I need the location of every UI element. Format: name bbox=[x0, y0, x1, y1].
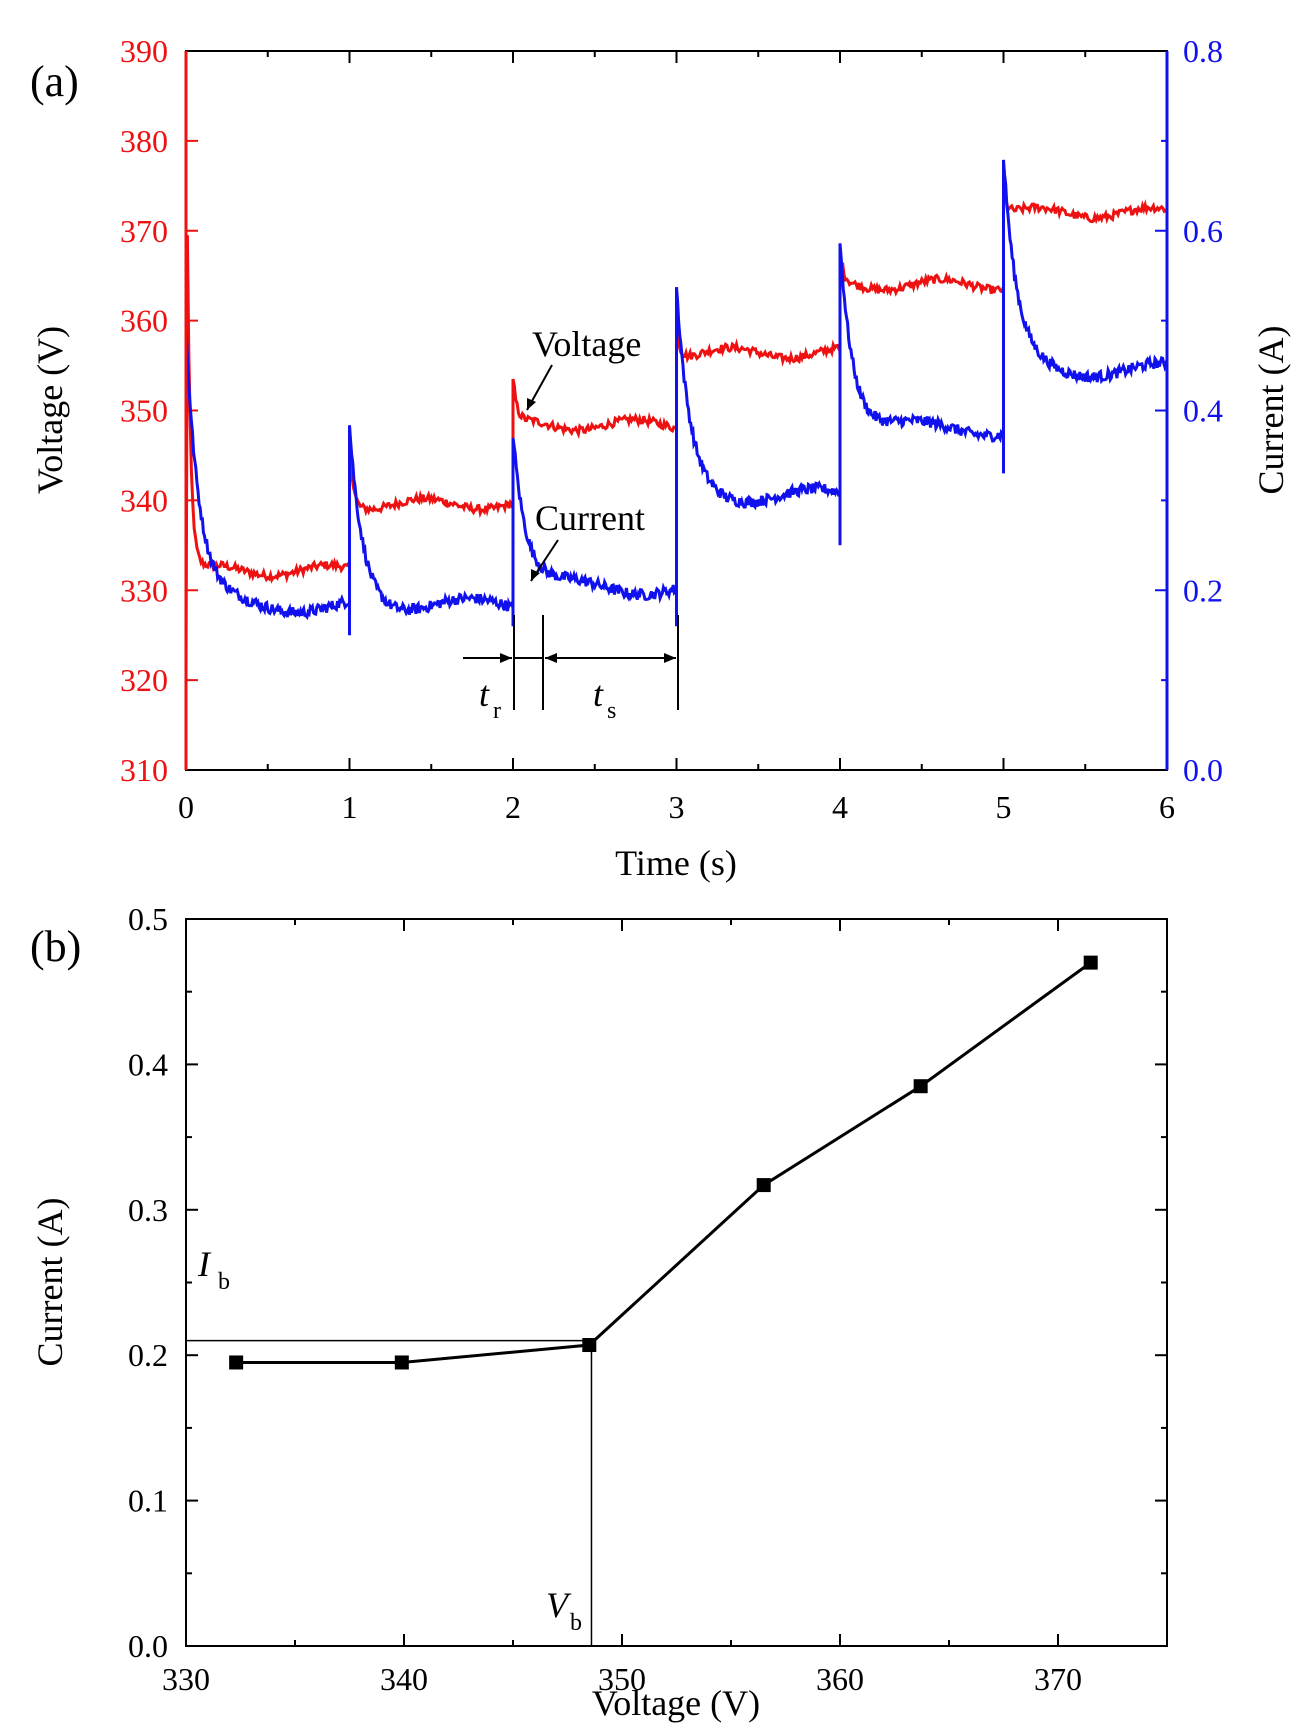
iv-data-point bbox=[582, 1338, 597, 1353]
iv-series-line bbox=[236, 961, 1092, 1364]
tr-arrowhead bbox=[500, 653, 512, 663]
iv-data-point bbox=[229, 1355, 244, 1370]
vb-label: V bbox=[546, 1585, 572, 1625]
ts-label: t bbox=[593, 674, 604, 714]
x-tick-label: 350 bbox=[598, 1661, 646, 1697]
y-tick-label: 0.3 bbox=[128, 1192, 168, 1228]
iv-data-point bbox=[913, 1079, 928, 1094]
x-tick-label: 5 bbox=[996, 789, 1012, 825]
panel-b-iv-chart: (b) 330 340 350 360 370 0.0 0.1 0.2 0.3 0.4 0.5 Cu… bbox=[30, 901, 1168, 1723]
time-axis-label: Time (s) bbox=[615, 843, 737, 883]
x-tick-label: 2 bbox=[505, 789, 521, 825]
voltage-annotation-arrowhead bbox=[527, 398, 536, 410]
y-tick-label: 0.1 bbox=[128, 1483, 168, 1519]
panel-b-ticks: 330 340 350 360 370 0.0 0.1 0.2 0.3 0.4 0.5 bbox=[128, 901, 1167, 1697]
y-tick-label: 0.0 bbox=[128, 1628, 168, 1664]
y-tick-label: 0.4 bbox=[128, 1046, 168, 1082]
panel-a-ticks: 0 1 2 3 4 5 6 310 320 330 340 350 360 370 380 390 0.0 0.2… bbox=[120, 33, 1223, 825]
current-annotation-arrowhead bbox=[531, 569, 540, 581]
x-tick-label: 4 bbox=[832, 789, 848, 825]
current-axis-label: Current (A) bbox=[1251, 326, 1291, 495]
x-tick-label: 6 bbox=[1159, 789, 1175, 825]
voltage-tick-label: 350 bbox=[120, 393, 168, 429]
x-tick-label: 360 bbox=[816, 1661, 864, 1697]
tr-subscript: r bbox=[493, 698, 501, 724]
panel-b-plot-frame bbox=[185, 918, 1168, 1647]
voltage-tick-label: 370 bbox=[120, 213, 168, 249]
panel-b-y-axis-label: Current (A) bbox=[30, 1198, 70, 1367]
panel-a-label: (a) bbox=[30, 57, 79, 106]
ib-subscript: b bbox=[218, 1269, 230, 1295]
voltage-tick-label: 360 bbox=[120, 303, 168, 339]
panel-b-label: (b) bbox=[30, 922, 81, 971]
x-tick-label: 0 bbox=[178, 789, 194, 825]
panel-b-x-axis-label: Voltage (V) bbox=[592, 1683, 760, 1723]
vb-subscript: b bbox=[570, 1610, 582, 1636]
panel-b-series bbox=[229, 955, 1098, 1370]
voltage-tick-label: 330 bbox=[120, 572, 168, 608]
voltage-tick-label: 340 bbox=[120, 482, 168, 518]
x-tick-label: 330 bbox=[162, 1661, 210, 1697]
y-tick-label: 0.5 bbox=[128, 901, 168, 937]
ib-label: I bbox=[197, 1244, 212, 1284]
current-tick-label: 0.0 bbox=[1183, 752, 1223, 788]
x-tick-label: 1 bbox=[342, 789, 358, 825]
ts-subscript: s bbox=[607, 698, 616, 724]
current-tick-label: 0.4 bbox=[1183, 393, 1223, 429]
iv-data-point bbox=[756, 1178, 771, 1193]
tr-label: t bbox=[479, 674, 490, 714]
voltage-tick-label: 310 bbox=[120, 752, 168, 788]
current-tick-label: 0.2 bbox=[1183, 572, 1223, 608]
voltage-axis-label: Voltage (V) bbox=[30, 326, 70, 494]
iv-data-point bbox=[394, 1355, 409, 1370]
voltage-tick-label: 380 bbox=[120, 123, 168, 159]
voltage-tick-label: 320 bbox=[120, 662, 168, 698]
iv-data-point bbox=[1083, 955, 1098, 970]
x-tick-label: 3 bbox=[669, 789, 685, 825]
voltage-tick-label: 390 bbox=[120, 33, 168, 69]
current-tick-label: 0.6 bbox=[1183, 213, 1223, 249]
panel-a-series bbox=[184, 159, 1169, 681]
voltage-annotation: Voltage bbox=[532, 324, 641, 364]
ts-arrowhead-left bbox=[545, 653, 557, 663]
current-tick-label: 0.8 bbox=[1183, 33, 1223, 69]
x-tick-label: 340 bbox=[380, 1661, 428, 1697]
ts-arrowhead-right bbox=[664, 653, 676, 663]
x-tick-label: 370 bbox=[1034, 1661, 1082, 1697]
current-series-line bbox=[184, 159, 1169, 636]
y-tick-label: 0.2 bbox=[128, 1337, 168, 1373]
panel-a-time-series-chart: (a) 0 1 2 3 4 5 6 310 320 330 340 350 360 370 380 390 0.… bbox=[30, 33, 1291, 883]
current-annotation: Current bbox=[535, 498, 645, 538]
